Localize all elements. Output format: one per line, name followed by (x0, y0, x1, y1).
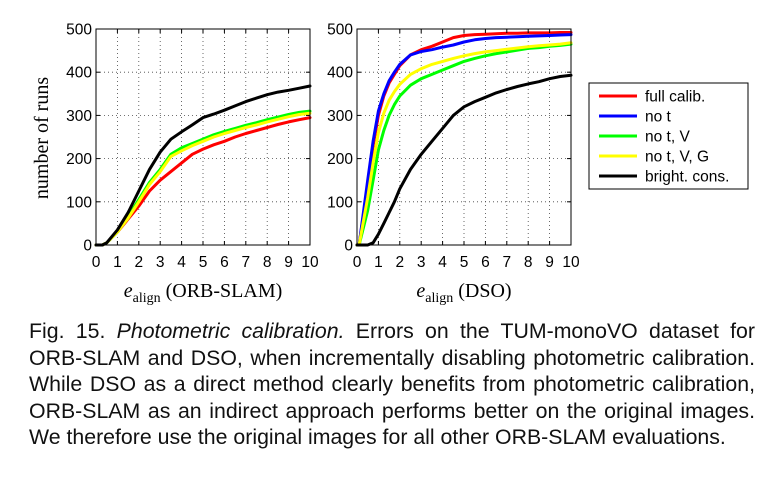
orb-x-tick-label: 2 (134, 254, 143, 271)
dso-x-tick-label: 2 (395, 254, 404, 271)
legend-label: no t, V, G (645, 149, 709, 166)
dso-x-tick-label: 5 (460, 254, 469, 271)
orb-x-tick-label: 6 (220, 254, 229, 271)
dso-x-axis-label-suffix: (DSO) (453, 280, 511, 302)
dso-x-axis-label: ealign (DSO) (416, 280, 511, 306)
legend: full calib. no t no t, V no t, V, G bright. … (588, 82, 749, 190)
dso-y-tick-label: 100 (327, 194, 353, 211)
orb-x-axis-label: ealign (ORB-SLAM) (124, 280, 283, 306)
figure-caption: Fig. 15. Photometric calibration. Errors… (29, 318, 755, 451)
orb-x-axis-label-suffix: (ORB-SLAM) (161, 280, 283, 302)
dso-x-tick-label: 10 (562, 254, 580, 271)
caption-title: Photometric calibration. (116, 319, 345, 343)
dso-x-axis-label-subscript: align (425, 291, 453, 306)
orb-x-tick-label: 1 (113, 254, 122, 271)
orb-x-tick-label: 9 (284, 254, 293, 271)
orb-y-tick-label: 400 (66, 65, 92, 82)
orb-x-tick-label: 4 (177, 254, 186, 271)
legend-label: full calib. (645, 89, 705, 106)
dso-series-no-t (355, 33, 573, 247)
caption-body: Errors on the TUM-monoVO dataset for ORB… (29, 319, 755, 449)
orb-y-tick-label: 0 (83, 238, 92, 255)
orb-y-tick-label: 200 (66, 151, 92, 168)
dso-y-tick-label: 400 (327, 65, 353, 82)
orb-y-tick-label: 500 (66, 22, 92, 39)
orb-x-tick-label: 8 (263, 254, 272, 271)
orb-y-tick-label: 100 (66, 194, 92, 211)
dso-x-tick-label: 4 (438, 254, 447, 271)
orb-x-axis-label-symbol: e (124, 280, 133, 302)
dso-series-no-t-v (355, 42, 573, 247)
orb-series-no-t-v (94, 109, 312, 247)
dso-y-tick-label: 500 (327, 22, 353, 39)
y-axis-label: number of runs (31, 77, 53, 199)
caption-prefix: Fig. 15. (29, 319, 117, 343)
dso-x-tick-label: 3 (417, 254, 426, 271)
dso-x-tick-label: 8 (524, 254, 533, 271)
orb-y-tick-label: 300 (66, 108, 92, 125)
legend-label: bright. cons. (645, 169, 729, 186)
dso-series-no-t-v-g (355, 41, 573, 247)
dso-x-tick-label: 1 (374, 254, 383, 271)
dso-x-tick-label: 7 (502, 254, 511, 271)
orb-series-no-t-v-g (94, 111, 312, 247)
orb-x-tick-label: 10 (301, 254, 319, 271)
dso-series-bright-cons (355, 73, 573, 247)
orb-x-tick-label: 3 (156, 254, 165, 271)
legend-label: no t, V (645, 129, 690, 146)
dso-x-axis-label-symbol: e (416, 280, 425, 302)
orb-x-tick-label: 5 (199, 254, 208, 271)
dso-x-tick-label: 6 (481, 254, 490, 271)
orb-series-bright-cons (94, 84, 312, 247)
dso-x-tick-label: 0 (353, 254, 362, 271)
dso-y-tick-label: 200 (327, 151, 353, 168)
dso-x-tick-label: 9 (545, 254, 554, 271)
orb-x-tick-label: 0 (92, 254, 101, 271)
dso-y-tick-label: 300 (327, 108, 353, 125)
orb-x-axis-label-subscript: align (133, 291, 161, 306)
legend-label: no t (645, 109, 672, 126)
dso-y-tick-label: 0 (344, 238, 353, 255)
orb-x-tick-label: 7 (241, 254, 250, 271)
